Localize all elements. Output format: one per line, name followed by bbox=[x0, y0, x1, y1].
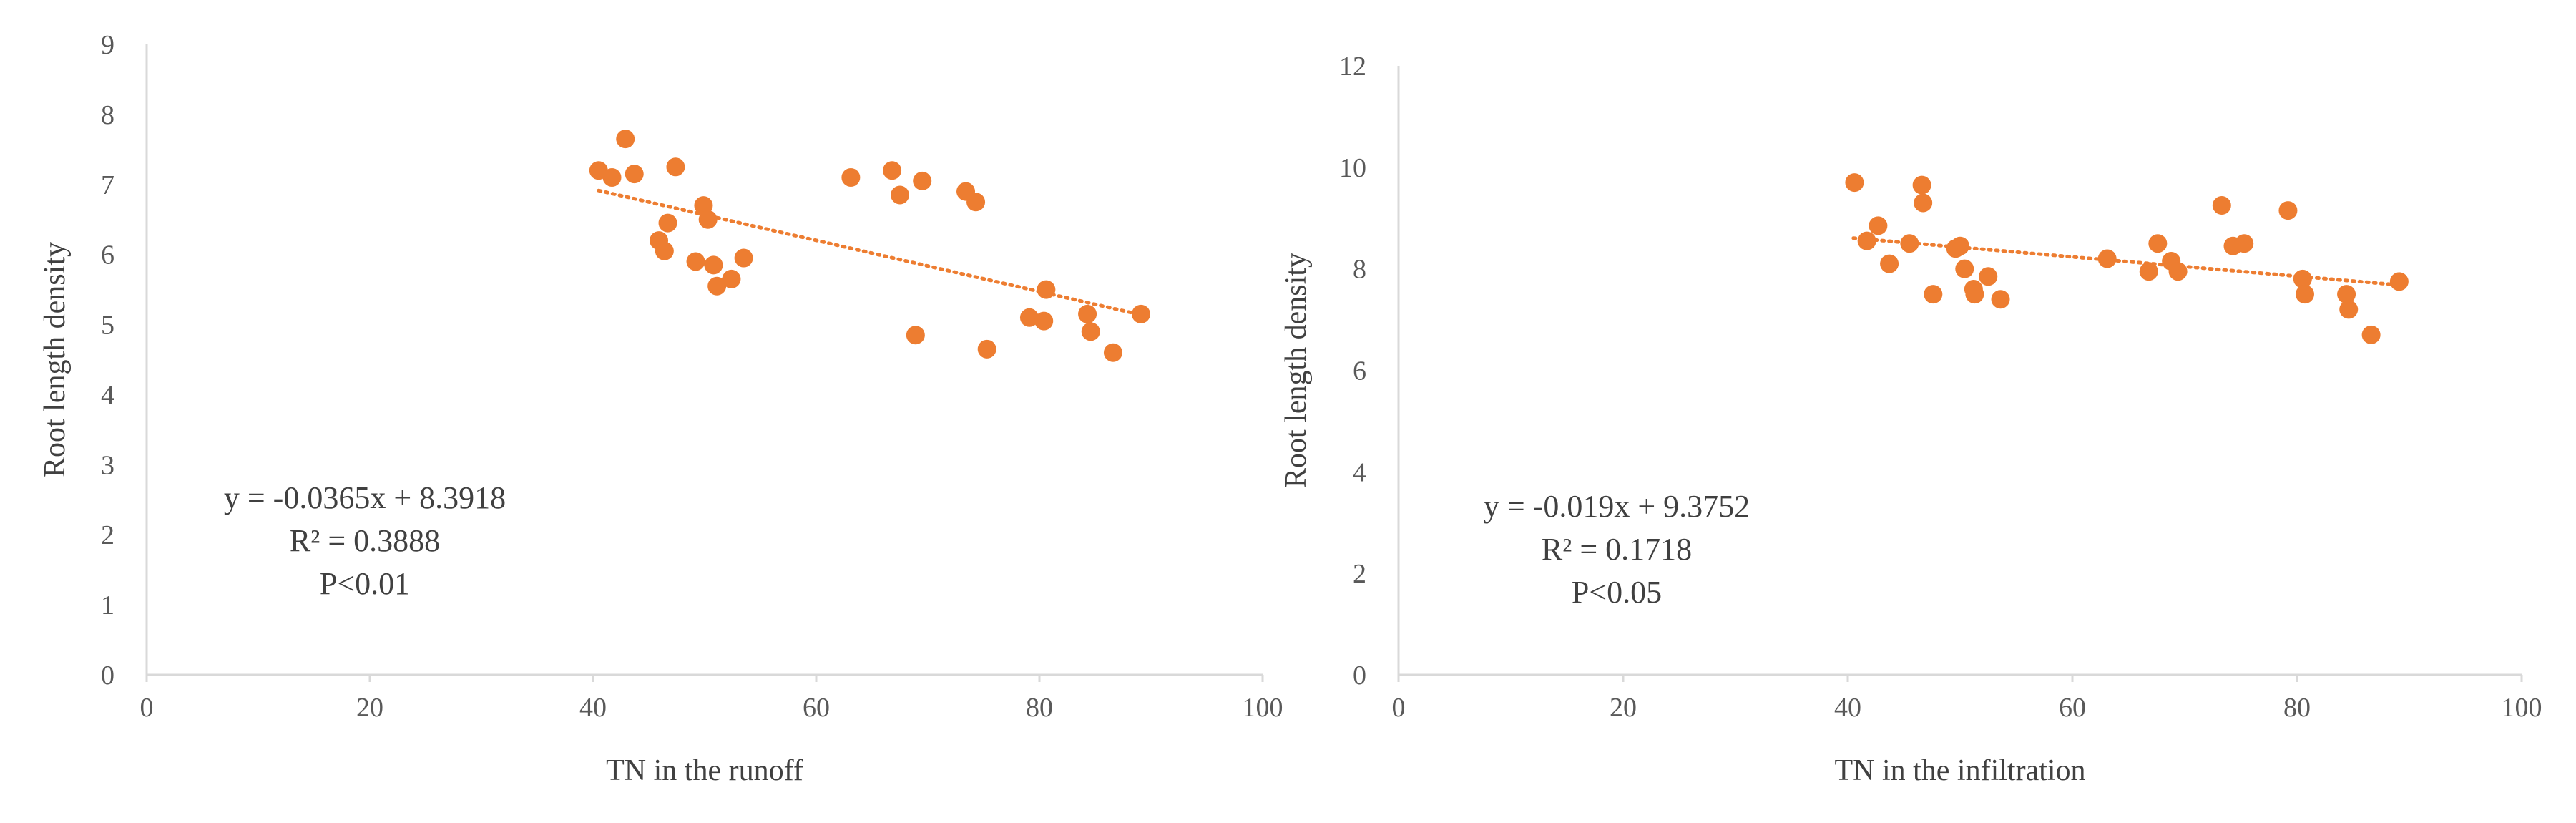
data-point bbox=[2168, 262, 2188, 281]
x-tick-label: 100 bbox=[1243, 693, 1283, 723]
data-point bbox=[655, 241, 674, 260]
data-point bbox=[734, 248, 753, 268]
data-point bbox=[1131, 304, 1150, 323]
y-tick-label: 8 bbox=[1353, 255, 1366, 285]
annotation-text: y = -0.0365x + 8.3918 bbox=[224, 480, 506, 515]
data-point bbox=[625, 165, 644, 184]
data-point bbox=[906, 326, 925, 345]
data-point bbox=[1103, 343, 1122, 362]
y-tick-label: 5 bbox=[101, 311, 114, 341]
data-point bbox=[1857, 231, 1876, 250]
y-tick-label: 7 bbox=[101, 170, 114, 200]
annotation-text: R² = 0.1718 bbox=[1542, 532, 1692, 567]
data-point bbox=[2278, 201, 2298, 220]
annotation-text: P<0.05 bbox=[1572, 575, 1662, 610]
data-point bbox=[1955, 259, 1974, 278]
data-point bbox=[1845, 173, 1864, 193]
data-point bbox=[707, 276, 727, 296]
data-point bbox=[2139, 262, 2158, 281]
data-point bbox=[686, 252, 705, 271]
infiltration-scatter-chart: 0 20 40 60 80 100 0 2 4 6 8 10 12 TN in the infiltrat… bbox=[1280, 52, 2542, 787]
data-point bbox=[1965, 285, 1984, 304]
y-tick-label: 2 bbox=[101, 520, 114, 550]
x-tick-label: 20 bbox=[1610, 693, 1637, 723]
y-tick-label: 4 bbox=[101, 380, 114, 410]
x-tick-label: 40 bbox=[1834, 693, 1861, 723]
data-point bbox=[1914, 193, 1933, 213]
data-point bbox=[2337, 285, 2356, 304]
data-point bbox=[2148, 234, 2168, 253]
data-point bbox=[1019, 308, 1039, 327]
data-point bbox=[602, 167, 622, 187]
x-tick-label: 60 bbox=[803, 693, 830, 723]
data-point bbox=[977, 339, 996, 359]
data-point bbox=[2097, 249, 2117, 268]
data-point bbox=[666, 157, 685, 177]
data-point bbox=[1081, 322, 1100, 341]
data-point bbox=[698, 210, 718, 229]
y-tick-label: 8 bbox=[101, 100, 114, 130]
data-point bbox=[2389, 272, 2409, 291]
data-point bbox=[883, 161, 902, 180]
y-tick-label: 10 bbox=[1339, 153, 1366, 183]
x-tick-label: 20 bbox=[356, 693, 383, 723]
y-tick-label: 12 bbox=[1339, 52, 1366, 82]
data-point bbox=[658, 213, 677, 233]
data-point bbox=[1078, 304, 1097, 323]
data-point bbox=[1912, 175, 1931, 195]
data-point bbox=[2361, 325, 2381, 344]
trendline bbox=[597, 188, 1142, 317]
data-point bbox=[2212, 196, 2231, 215]
data-point bbox=[1034, 311, 1054, 331]
data-point bbox=[1991, 290, 2010, 309]
data-point bbox=[1924, 285, 1943, 304]
y-tick-label: 2 bbox=[1353, 559, 1366, 589]
data-point bbox=[2339, 300, 2359, 319]
y-axis-title: Root length density bbox=[1280, 253, 1313, 488]
data-point bbox=[2293, 269, 2312, 288]
x-tick-label: 40 bbox=[579, 693, 607, 723]
data-point bbox=[2295, 285, 2314, 304]
runoff-scatter-chart: 0 20 40 60 80 100 0 1 2 3 4 5 6 7 8 9 TN in the runoff Ro… bbox=[39, 30, 1283, 787]
data-point bbox=[1979, 267, 1998, 286]
data-point bbox=[694, 196, 713, 215]
data-point bbox=[1869, 216, 1888, 235]
trendline bbox=[1851, 236, 2400, 287]
y-tick-label: 6 bbox=[1353, 356, 1366, 386]
y-axis-title: Root length density bbox=[39, 242, 72, 477]
annotation-text: y = -0.019x + 9.3752 bbox=[1484, 489, 1750, 524]
x-tick-label: 0 bbox=[140, 693, 154, 723]
x-tick-label: 60 bbox=[2059, 693, 2086, 723]
data-point bbox=[704, 255, 723, 275]
data-point bbox=[1951, 236, 1969, 255]
y-tick-label: 1 bbox=[101, 590, 114, 620]
data-point bbox=[913, 171, 932, 190]
x-tick-label: 80 bbox=[2283, 693, 2311, 723]
y-tick-label: 0 bbox=[101, 661, 114, 691]
annotation-text: P<0.01 bbox=[320, 566, 410, 601]
data-point bbox=[616, 130, 635, 149]
data-point bbox=[1880, 254, 1899, 273]
x-tick-label: 80 bbox=[1026, 693, 1053, 723]
y-tick-label: 9 bbox=[101, 30, 114, 60]
data-point bbox=[2235, 234, 2254, 253]
y-tick-label: 0 bbox=[1353, 661, 1366, 691]
data-point bbox=[891, 185, 909, 205]
x-tick-label: 100 bbox=[2502, 693, 2542, 723]
x-axis-title: TN in the runoff bbox=[606, 754, 803, 787]
data-point bbox=[966, 193, 986, 212]
data-point bbox=[1037, 280, 1056, 299]
x-tick-label: 0 bbox=[1392, 693, 1406, 723]
y-tick-label: 4 bbox=[1353, 457, 1366, 487]
data-point bbox=[1900, 234, 1919, 253]
data-point bbox=[841, 167, 861, 187]
y-tick-label: 3 bbox=[101, 450, 114, 480]
y-tick-label: 6 bbox=[101, 240, 114, 271]
x-axis-title: TN in the infiltration bbox=[1834, 754, 2085, 787]
data-point bbox=[722, 269, 741, 288]
annotation-text: R² = 0.3888 bbox=[290, 523, 440, 558]
